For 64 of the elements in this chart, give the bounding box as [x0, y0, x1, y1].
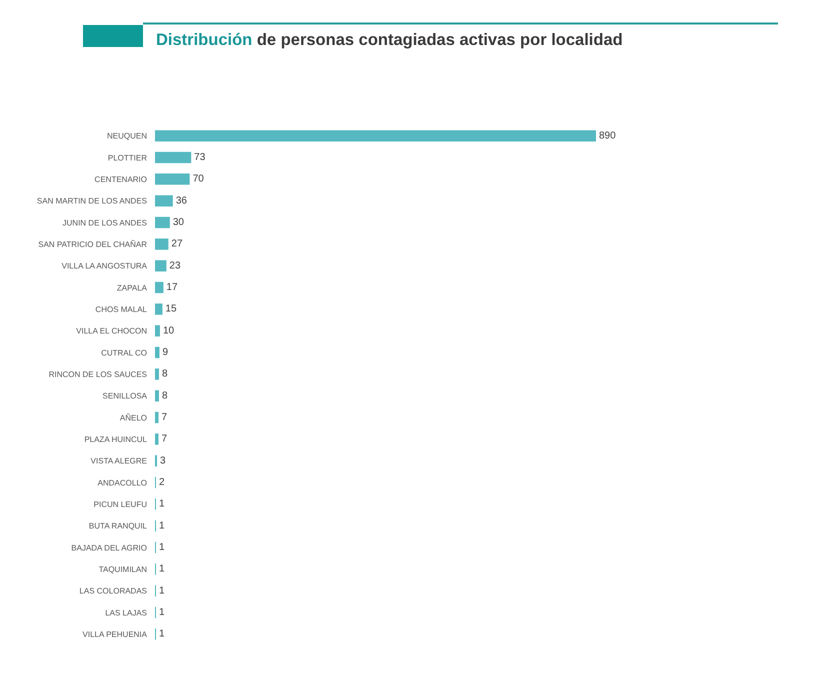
data-label: 2 — [159, 477, 165, 488]
bar — [155, 195, 173, 206]
y-tick-label: SENILLOSA — [102, 392, 148, 401]
y-tick-label: CENTENARIO — [94, 174, 147, 184]
bar — [155, 282, 164, 294]
y-tick-label: TAQUIMILAN — [98, 564, 148, 574]
data-label: 3 — [160, 455, 166, 466]
bar — [155, 390, 159, 402]
bar — [155, 174, 190, 185]
y-tick-label: ZAPALA — [116, 283, 148, 292]
y-tick-label: BAJADA DEL AGRIO — [71, 543, 147, 552]
y-tick-label: JUNIN DE LOS ANDES — [62, 218, 147, 228]
y-tick-label: AÑELO — [120, 412, 147, 422]
y-tick-label: CUTRAL CO — [101, 348, 147, 358]
bar — [155, 130, 596, 142]
data-label: 7 — [161, 434, 168, 445]
data-label: 1 — [159, 542, 165, 553]
y-tick-label: PICUN LEUFU — [94, 500, 148, 509]
y-tick-label: NEUQUEN — [106, 132, 148, 141]
y-tick-label: VILLA PEHUENIA — [82, 630, 148, 639]
data-label: 1 — [159, 607, 165, 618]
bar — [155, 434, 158, 445]
y-tick-label: VISTA ALEGRE — [90, 456, 147, 466]
data-label: 73 — [194, 152, 206, 163]
data-label: 36 — [176, 195, 188, 206]
data-label: 1 — [159, 498, 165, 510]
data-label: 1 — [159, 585, 165, 596]
bar — [155, 152, 192, 164]
y-tick-label: BUTA RANQUIL — [88, 522, 148, 531]
data-label: 15 — [165, 304, 177, 315]
y-tick-label: SAN PATRICIO DEL CHAÑAR — [38, 238, 148, 249]
y-tick-label: VILLA EL CHOCON — [76, 326, 148, 336]
bar — [155, 216, 170, 228]
bar — [155, 346, 160, 358]
bar — [155, 238, 168, 250]
bar — [155, 325, 160, 336]
data-label: 27 — [171, 238, 183, 250]
y-tick-label: CHOS MALAL — [95, 304, 148, 314]
y-tick-label: LAS COLORADAS — [79, 586, 147, 596]
y-tick-label: PLOTTIER — [108, 153, 148, 162]
chart-title: Distribución de personas contagiadas activas por localidad — [156, 30, 623, 49]
data-label: 1 — [159, 564, 165, 575]
data-label: 8 — [162, 390, 168, 402]
data-label: 70 — [192, 174, 204, 185]
y-tick-label: VILLA LA ANGOSTURA — [62, 262, 148, 271]
y-tick-label: ANDACOLLO — [98, 478, 147, 488]
y-tick-label: PLAZA HUINCUL — [84, 434, 148, 444]
bar — [155, 412, 158, 424]
data-label: 9 — [162, 347, 168, 358]
data-label: 1 — [159, 520, 165, 532]
bar — [155, 304, 162, 315]
bar — [155, 368, 159, 380]
data-label: 8 — [162, 368, 168, 380]
data-label: 10 — [162, 325, 175, 336]
data-label: 890 — [599, 130, 616, 142]
y-tick-label: RINCON DE LOS SAUCES — [48, 370, 147, 379]
y-tick-label: LAS LAJAS — [105, 608, 147, 618]
data-label: 7 — [161, 412, 168, 423]
y-tick-label: SAN MARTIN DE LOS ANDES — [36, 196, 147, 206]
data-label: 1 — [159, 628, 165, 640]
data-label: 30 — [172, 217, 184, 228]
data-label: 23 — [169, 260, 181, 272]
bar — [155, 260, 166, 272]
data-label: 17 — [166, 282, 178, 293]
